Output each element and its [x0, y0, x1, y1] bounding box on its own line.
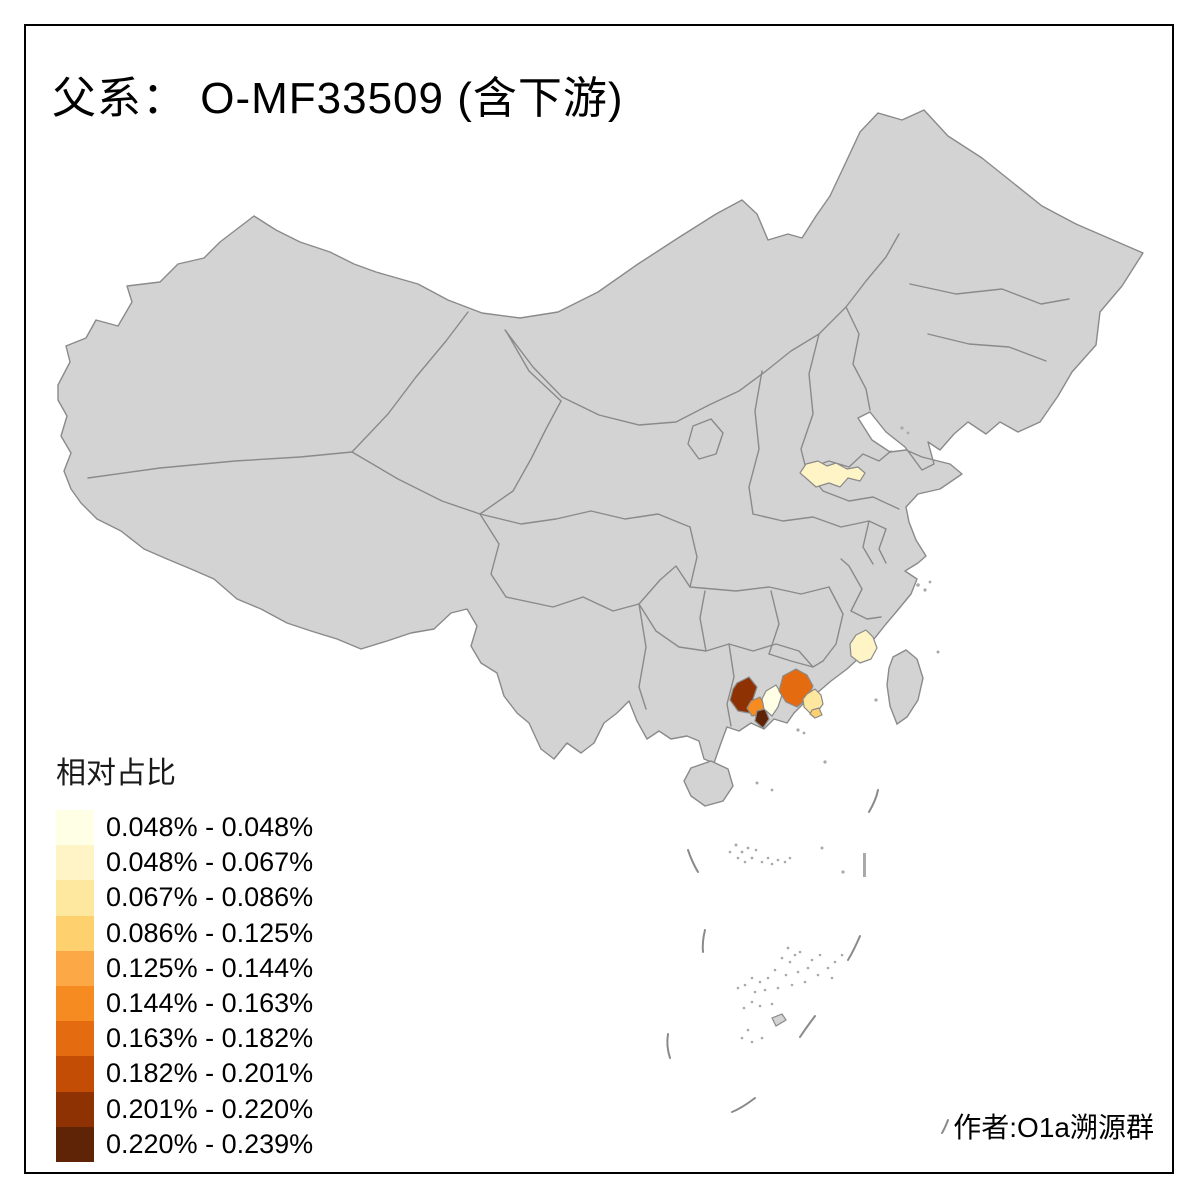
legend-swatch — [56, 1126, 94, 1162]
legend-row: 0.201% - 0.220% — [56, 1091, 314, 1127]
legend: 相对占比 0.048% - 0.048% 0.048% - 0.067% 0.0… — [56, 748, 313, 1162]
region-shandong-southwest — [799, 460, 866, 488]
legend-label: 0.182% - 0.201% — [106, 1058, 314, 1089]
legend-label: 0.048% - 0.067% — [106, 847, 314, 878]
legend-swatch — [56, 915, 94, 951]
legend-label: 0.144% - 0.163% — [106, 988, 314, 1019]
china-mainland-shape — [57, 109, 1144, 764]
legend-swatch — [56, 845, 94, 881]
legend-label: 0.048% - 0.048% — [106, 812, 314, 843]
legend-row: 0.182% - 0.201% — [56, 1056, 314, 1092]
legend-swatch — [56, 1056, 94, 1092]
legend-row: 0.125% - 0.144% — [56, 950, 314, 986]
hainan-island — [683, 760, 734, 807]
legend-row: 0.048% - 0.067% — [56, 845, 314, 881]
taiwan-island — [886, 649, 924, 726]
legend-swatch — [56, 810, 94, 846]
legend-label: 0.163% - 0.182% — [106, 1023, 314, 1054]
legend-swatch — [56, 985, 94, 1022]
region-guangdong-east-small — [809, 707, 823, 719]
legend-swatch — [56, 880, 94, 916]
legend-label: 0.220% - 0.239% — [106, 1128, 314, 1159]
region-guangdong-central-cream — [761, 684, 783, 717]
legend-row: 0.067% - 0.086% — [56, 880, 314, 916]
sea-islets-and-dashes — [728, 426, 940, 1044]
legend-title: 相对占比 — [56, 757, 176, 790]
author-credit: 作者:O1a溯源群 — [953, 1112, 1154, 1143]
region-fujian-coastal — [849, 629, 878, 664]
legend-label: 0.201% - 0.220% — [106, 1093, 314, 1124]
legend-row: 0.086% - 0.125% — [56, 915, 314, 951]
highlighted-regions — [729, 460, 878, 729]
sea-dash-lines — [666, 789, 949, 1134]
legend-row: 0.163% - 0.182% — [56, 1021, 314, 1057]
legend-swatch — [56, 1091, 94, 1127]
legend-label: 0.125% - 0.144% — [106, 952, 314, 983]
map-title: 父系： O-MF33509 (含下游) — [52, 74, 624, 123]
legend-row: 0.048% - 0.048% — [56, 810, 314, 846]
legend-swatch — [56, 1021, 94, 1057]
legend-row: 0.220% - 0.239% — [56, 1126, 314, 1162]
legend-label: 0.067% - 0.086% — [106, 882, 314, 913]
legend-row: 0.144% - 0.163% — [56, 985, 314, 1022]
legend-swatch — [56, 950, 94, 986]
legend-label: 0.086% - 0.125% — [106, 917, 314, 948]
